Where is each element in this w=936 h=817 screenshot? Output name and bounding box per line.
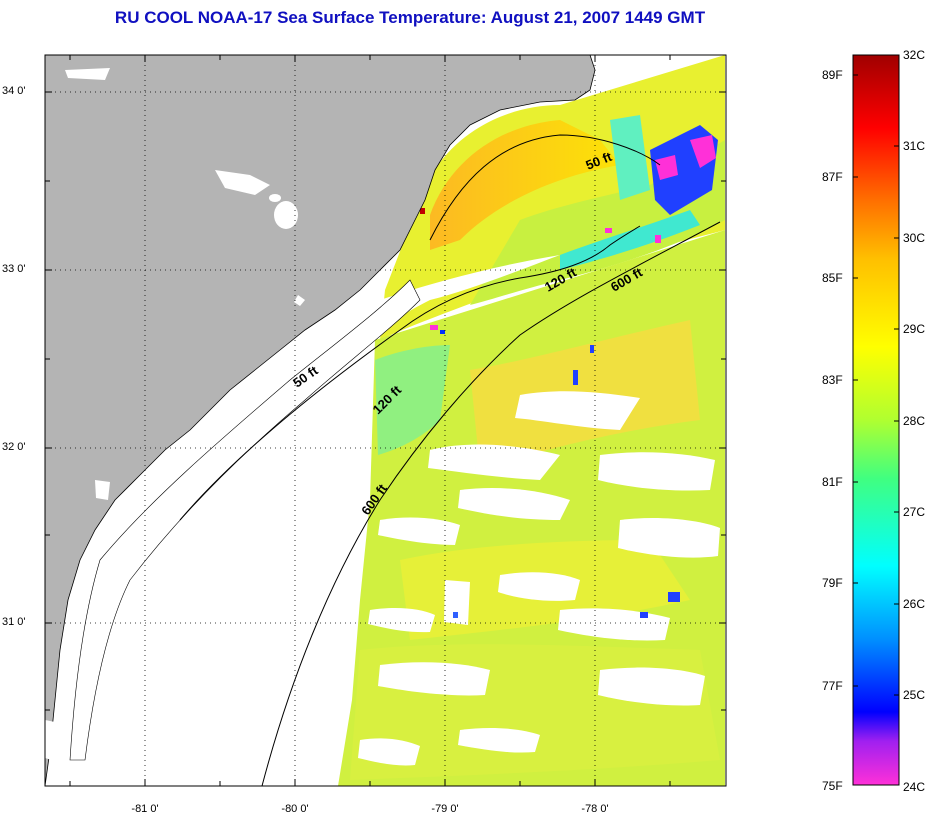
barrier-island-strip (69, 279, 421, 761)
depth-contours (179, 134, 721, 787)
colorbar-f-label: 89F (822, 68, 843, 82)
colorbar-c-label: 25C (903, 688, 926, 702)
colorbar-f-label: 87F (822, 170, 843, 184)
land-mass (44, 54, 596, 787)
colorbar-f-label: 85F (822, 271, 843, 285)
latitude-label: 31 0' (2, 616, 26, 628)
colorbar-c-label: 31C (903, 139, 926, 153)
colorbar (852, 54, 900, 786)
map-title: RU COOL NOAA-17 Sea Surface Temperature:… (114, 8, 706, 27)
colorbar-c-label: 28C (903, 414, 926, 428)
longitude-label: -78 0' (581, 803, 609, 815)
colorbar-c-label: 24C (903, 780, 926, 794)
longitude-label: -79 0' (431, 803, 459, 815)
graticule (45, 55, 726, 786)
colorbar-c-label: 32C (903, 48, 926, 62)
map-frame (44, 54, 727, 787)
colorbar-f-label: 77F (822, 679, 843, 693)
colorbar-c-label: 27C (903, 505, 926, 519)
latitude-label: 33 0' (2, 263, 26, 275)
sst-data-field (338, 55, 725, 786)
inland-lakes (45, 68, 305, 760)
longitude-label: -80 0' (281, 803, 309, 815)
latitude-label: 34 0' (2, 85, 26, 97)
colorbar-f-label: 75F (822, 779, 843, 793)
colorbar-c-label: 30C (903, 231, 926, 245)
latitude-label: 32 0' (2, 441, 26, 453)
colorbar-f-label: 83F (822, 373, 843, 387)
colorbar-c-label: 26C (903, 597, 926, 611)
axis-ticks (45, 55, 726, 786)
colorbar-ticks (853, 54, 899, 696)
colorbar-f-label: 81F (822, 475, 843, 489)
colorbar-c-label: 29C (903, 322, 926, 336)
colorbar-f-label: 79F (822, 576, 843, 590)
longitude-label: -81 0' (131, 803, 159, 815)
